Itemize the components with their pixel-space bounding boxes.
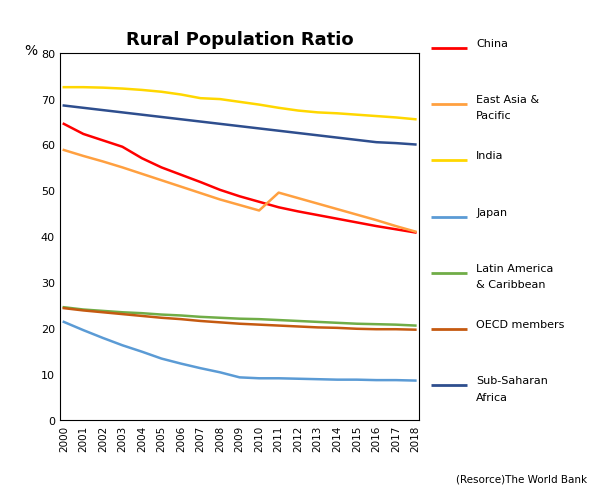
Text: (Resorce)The World Bank: (Resorce)The World Bank	[456, 473, 587, 483]
Text: %: %	[24, 44, 37, 58]
Text: Africa: Africa	[476, 392, 508, 402]
Text: East Asia &: East Asia &	[476, 95, 539, 105]
Text: OECD members: OECD members	[476, 320, 565, 329]
Text: Japan: Japan	[476, 207, 507, 217]
Text: Sub-Saharan: Sub-Saharan	[476, 376, 548, 386]
Title: Rural Population Ratio: Rural Population Ratio	[126, 31, 353, 49]
Text: & Caribbean: & Caribbean	[476, 280, 546, 289]
Text: Latin America: Latin America	[476, 264, 553, 273]
Text: China: China	[476, 39, 508, 49]
Text: Pacific: Pacific	[476, 111, 512, 121]
Text: India: India	[476, 151, 504, 161]
